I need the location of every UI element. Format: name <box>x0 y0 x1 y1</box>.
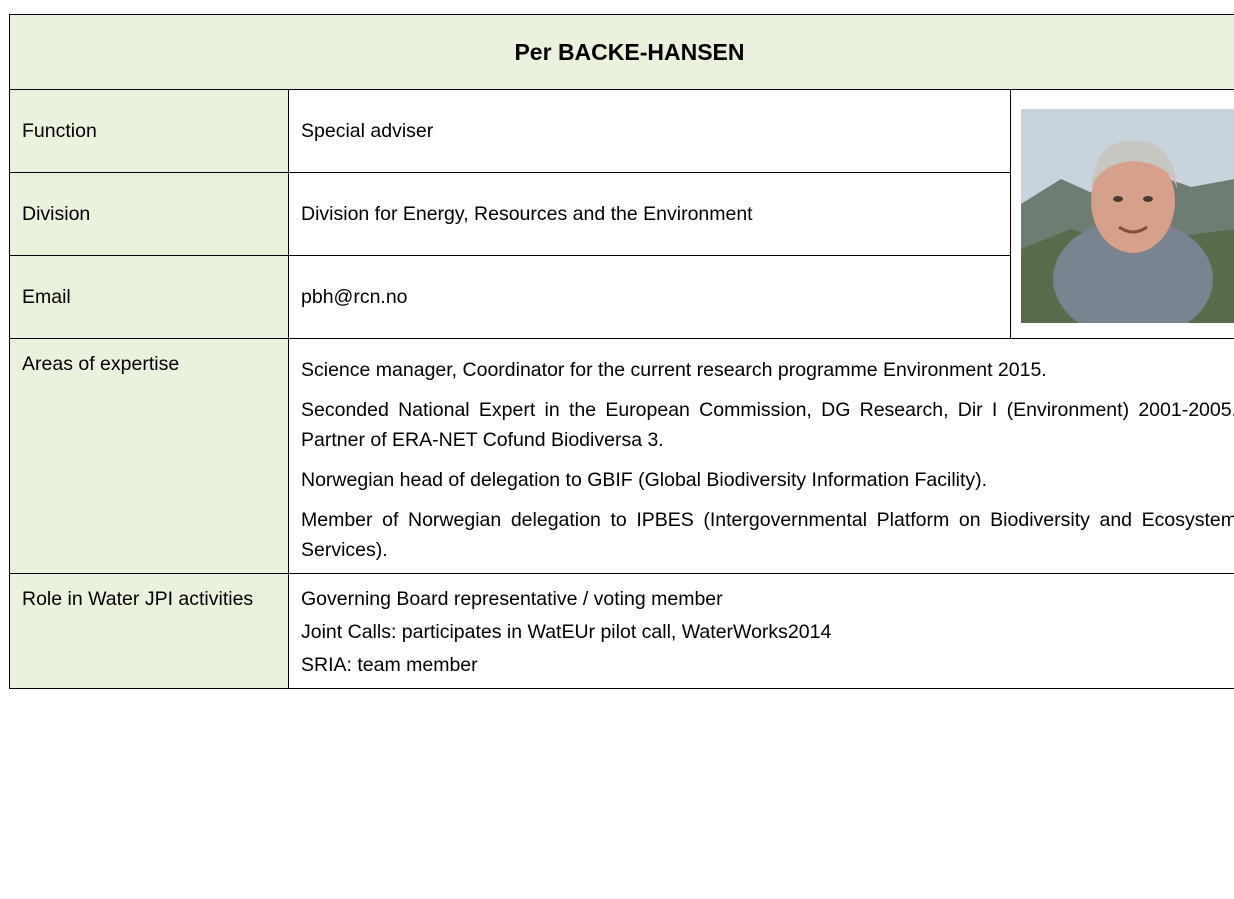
section-label-text: Role in Water JPI activities <box>22 584 276 614</box>
detail-label: Email <box>10 256 289 339</box>
detail-value: Special adviser <box>289 90 1011 173</box>
portrait-photo <box>1021 109 1234 323</box>
paragraph: Member of Norwegian delegation to IPBES … <box>301 505 1234 565</box>
detail-value: pbh@rcn.no <box>289 256 1011 339</box>
page: Per BACKE-HANSEN Function Special advise… <box>0 0 1234 899</box>
name-title: Per BACKE-HANSEN <box>10 15 1234 90</box>
section-label: Role in Water JPI activities <box>10 574 289 689</box>
detail-label: Function <box>10 90 289 173</box>
detail-label: Division <box>10 173 289 256</box>
section-label-text: Areas of expertise <box>22 349 276 379</box>
profile-table: Per BACKE-HANSEN Function Special advise… <box>9 14 1234 689</box>
section-label: Areas of expertise <box>10 339 289 574</box>
paragraph: Science manager, Coordinator for the cur… <box>301 355 1234 385</box>
section-body: Science manager, Coordinator for the cur… <box>289 339 1234 574</box>
photo-cell <box>1011 90 1234 339</box>
paragraph: Norwegian head of delegation to GBIF (Gl… <box>301 465 1234 495</box>
paragraph: Governing Board representative / voting … <box>301 584 1234 614</box>
detail-value: Division for Energy, Resources and the E… <box>289 173 1011 256</box>
section-body: Governing Board representative / voting … <box>289 574 1234 689</box>
paragraph: Seconded National Expert in the European… <box>301 395 1234 455</box>
paragraph: Joint Calls: participates in WatEUr pilo… <box>301 617 1234 647</box>
paragraph: SRIA: team member <box>301 650 1234 680</box>
